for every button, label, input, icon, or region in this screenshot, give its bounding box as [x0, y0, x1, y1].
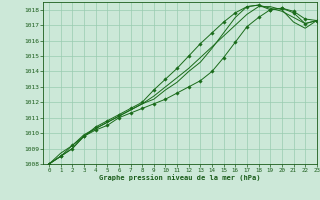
- X-axis label: Graphe pression niveau de la mer (hPa): Graphe pression niveau de la mer (hPa): [99, 175, 261, 181]
